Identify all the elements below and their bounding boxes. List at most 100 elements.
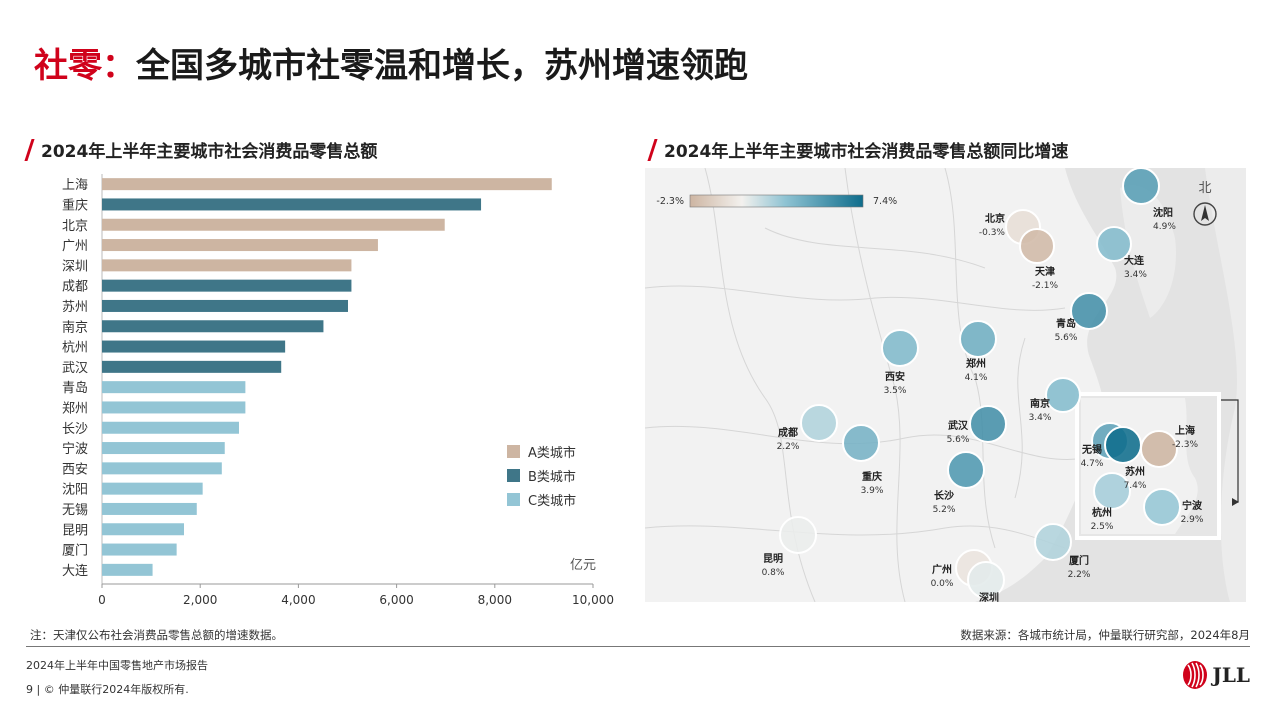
bar-chart: 上海重庆北京广州深圳成都苏州南京杭州武汉青岛郑州长沙宁波西安沈阳无锡昆明厦门大连… (62, 174, 614, 607)
city-bubble (842, 424, 880, 462)
category-label: 上海 (62, 178, 88, 193)
scale-max-label: 7.4% (873, 196, 897, 207)
city-name-label: 成都 (778, 426, 798, 439)
jll-logo-icon (1183, 661, 1208, 689)
title-slash-icon (647, 139, 658, 161)
city-value-label: 4.1% (965, 373, 988, 383)
city-bubble (1096, 226, 1132, 262)
city-name-label: 西安 (885, 370, 905, 383)
bar (102, 178, 552, 191)
category-label: 武汉 (62, 361, 88, 376)
city-value-label: 2.9% (1181, 515, 1204, 525)
unit-label: 亿元 (570, 558, 596, 573)
city-bubble (1019, 228, 1055, 264)
city-value-label: 3.5% (884, 386, 907, 396)
city-value-label: -0.3% (979, 228, 1006, 238)
north-arrow-icon (1193, 202, 1217, 226)
inset-arrow (1232, 498, 1239, 506)
city-bubble (947, 451, 985, 489)
province-border (1014, 337, 1026, 499)
x-tick-label: 4,000 (281, 593, 315, 607)
category-label: 苏州 (62, 299, 88, 315)
page-number: 9 (26, 683, 33, 696)
city-name-label: 北京 (985, 212, 1005, 225)
city-value-label: 2.5% (1091, 522, 1114, 532)
page-title: 社零：全国多城市社零温和增长，苏州增速领跑 (34, 38, 748, 87)
category-label: 南京 (62, 319, 88, 335)
city-value-label: 3.4% (1124, 270, 1147, 280)
city-name-label: 上海 (1175, 424, 1195, 437)
north-arrow-needle (1201, 205, 1209, 221)
city-value-label: 3.9% (861, 486, 884, 496)
bar (102, 218, 445, 231)
x-tick-label: 0 (98, 593, 106, 607)
city-name-label: 长沙 (934, 489, 954, 502)
city-bubble (779, 516, 817, 554)
city-name-label: 宁波 (1182, 499, 1203, 512)
city-bubble (1045, 377, 1081, 413)
title-slash-icon (24, 139, 35, 161)
city-value-label: 5.6% (947, 435, 970, 445)
city-name-label: 沈阳 (1153, 206, 1173, 219)
city-bubble (969, 405, 1007, 443)
city-bubble (800, 404, 838, 442)
east-landmass (1205, 168, 1246, 602)
city-bubble (1143, 488, 1181, 526)
city-bubble (959, 320, 997, 358)
north-label: 北 (1198, 181, 1211, 196)
bar (102, 523, 184, 536)
bar (102, 401, 246, 414)
bar (102, 198, 482, 211)
map-panel-title: 2024年上半年主要城市社会消费品零售总额同比增速 (647, 137, 1069, 162)
bar-panel-title: 2024年上半年主要城市社会消费品零售总额 (24, 137, 378, 162)
category-label: 北京 (62, 219, 88, 234)
city-name-label: 青岛 (1056, 317, 1076, 330)
category-label: 大连 (62, 563, 88, 579)
category-label: 厦门 (62, 544, 88, 559)
province-border (944, 168, 996, 549)
category-label: 成都 (62, 280, 88, 295)
category-label: 郑州 (62, 401, 88, 416)
bar-panel-title-text: 2024年上半年主要城市社会消费品零售总额 (41, 142, 378, 162)
city-value-label: 5.2% (933, 505, 956, 515)
map-panel-title-text: 2024年上半年主要城市社会消费品零售总额同比增速 (664, 142, 1069, 162)
city-bubble (1034, 523, 1072, 561)
category-label: 长沙 (62, 422, 88, 437)
city-value-label: 7.4% (1124, 481, 1147, 491)
copyright-line: 9 | © 仲量联行2024年版权所有. (26, 683, 189, 696)
province-border (645, 285, 1066, 311)
footnote: 注：天津仅公布社会消费品零售总额的增速数据。 (30, 628, 283, 642)
x-tick-label: 10,000 (572, 593, 614, 607)
growth-map: -2.3% 7.4% 北北京 -0.3% 天津 -2.1% 沈阳 4.9% 大连 3.4% 青岛 5.… (645, 168, 1246, 602)
category-label: 广州 (62, 239, 88, 254)
city-name-label: 深圳 (979, 591, 999, 602)
city-value-label: 3.4% (1029, 413, 1052, 423)
bar (102, 442, 225, 455)
city-name-label: 郑州 (966, 357, 986, 370)
bar (102, 279, 352, 292)
bar (102, 299, 348, 312)
city-name-label: 南京 (1030, 397, 1050, 410)
category-label: 宁波 (62, 441, 88, 457)
city-value-label: 4.9% (1153, 222, 1176, 232)
city-name-label: 无锡 (1081, 443, 1102, 456)
legend-label: B类城市 (528, 469, 576, 485)
title-text: 全国多城市社零温和增长，苏州增速领跑 (136, 46, 748, 86)
peninsula (1120, 185, 1176, 318)
city-value-label: 0.8% (762, 568, 785, 578)
bar (102, 563, 153, 576)
city-bubble (1093, 472, 1131, 510)
bar (102, 421, 239, 434)
category-label: 杭州 (62, 341, 88, 356)
city-name-label: 广州 (932, 563, 952, 576)
city-bubble (967, 561, 1005, 599)
province-border (645, 425, 1086, 460)
footer-divider (26, 646, 1250, 647)
city-name-label: 厦门 (1069, 554, 1089, 567)
city-bubble (1070, 292, 1108, 330)
bar (102, 482, 203, 495)
category-label: 青岛 (62, 380, 88, 396)
bar (102, 239, 378, 252)
city-bubble (1122, 168, 1160, 205)
city-value-label: 4.7% (1081, 459, 1104, 469)
